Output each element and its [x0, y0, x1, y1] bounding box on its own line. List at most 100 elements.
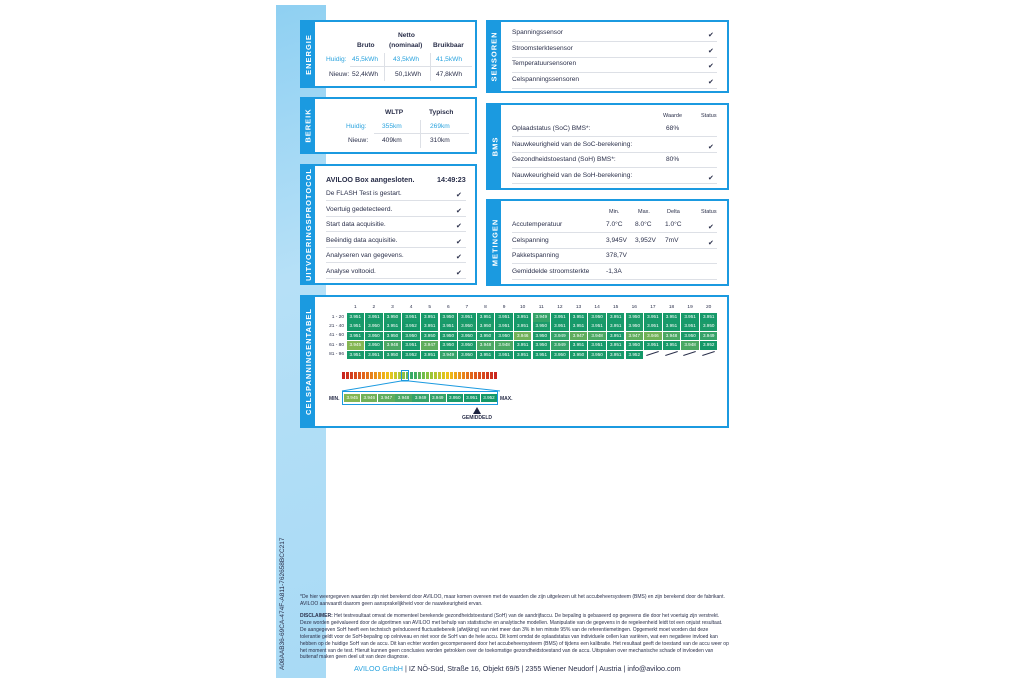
check-icon: ✔	[456, 238, 462, 246]
average-label: GEMIDDELD	[462, 415, 492, 421]
cell-voltage: 3.950	[699, 322, 718, 331]
scale-cell: 3.945	[344, 393, 361, 403]
cell-voltage: 3.951	[495, 322, 513, 331]
metingen-panel: METINGEN Min. Max. Delta Status Accutemp…	[486, 199, 729, 286]
column-header: 1	[353, 305, 357, 310]
cell-voltage: 3.951	[365, 350, 383, 360]
divider	[512, 182, 717, 184]
cell-voltage: 3.949	[532, 313, 551, 322]
cell-voltage: 3.950	[569, 350, 588, 360]
cell-voltage: 3.948	[476, 341, 495, 350]
col-status: Status	[701, 209, 717, 215]
row-label: 1 - 20	[331, 314, 344, 320]
document-id: A08AAB36-69CA-474F-A811-762658BCC217	[279, 537, 286, 671]
value: 47,8kWh	[436, 71, 463, 78]
protocol-step: Analyse voltooid.	[326, 267, 376, 275]
cell-voltage: 3.950	[458, 322, 476, 331]
divider	[512, 41, 717, 42]
measurement-value: 1.0°C	[665, 221, 682, 228]
column-header: 20	[706, 305, 712, 310]
cell-voltage: 3.951	[420, 350, 439, 360]
row-label: 61 - 80	[329, 342, 344, 348]
cell-voltage: 3.950	[476, 322, 495, 331]
disclaimer-text: Het testresultaat omvat de momenteel ber…	[300, 613, 729, 661]
cell-voltage: 3.950	[588, 350, 606, 360]
sensoren-label: SENSOREN	[490, 31, 499, 82]
scale-cell: 3.949	[429, 393, 446, 403]
protocol-step: De FLASH Test is gestart.	[326, 190, 402, 197]
column-header: 6	[446, 305, 450, 310]
col-wltp: WLTP	[385, 109, 404, 116]
column-header: 9	[502, 305, 506, 310]
divider	[512, 167, 717, 168]
divider	[512, 72, 717, 73]
cell-voltage: 3.951	[606, 350, 625, 360]
cell-voltage: 3.951	[569, 313, 588, 322]
cell-voltage: 3.950	[458, 341, 476, 350]
empty-cell-slash	[702, 350, 715, 356]
cell-voltage: 3.951	[588, 322, 606, 331]
check-icon: ✔	[708, 63, 714, 70]
scale-cell: 3.952	[480, 393, 498, 403]
cell-voltage: 3.950	[476, 331, 495, 341]
bms-row-label: Gezondheidstoestand (SoH) BMS*:	[512, 156, 616, 163]
sensor-item: Temperatuursensoren	[512, 60, 577, 67]
divider	[326, 246, 466, 248]
check-icon: ✔	[708, 224, 714, 231]
average-marker-icon	[473, 407, 481, 414]
measurement-label: Gemiddelde stroomsterkte	[512, 267, 590, 275]
protocol-title: AVILOO Box aangesloten.	[326, 175, 415, 184]
check-icon: ✔	[708, 47, 714, 55]
cell-voltage: 3.951	[513, 322, 532, 331]
divider	[512, 136, 717, 137]
bms-row-label: Oplaadstatus (SoC) BMS*:	[512, 125, 591, 132]
column-header: 8	[484, 305, 487, 310]
check-icon: ✔	[708, 239, 714, 247]
cell-voltage: 3.950	[420, 331, 439, 341]
column-header: 2	[372, 305, 376, 310]
value: 41,5kWh	[436, 56, 463, 63]
cell-voltage: 3.951	[346, 313, 365, 322]
energie-label: ENERGIE	[304, 33, 314, 75]
scale-cell: 3.951	[463, 393, 481, 403]
cell-voltage: 3.950	[439, 331, 458, 341]
row-label: 81 - 96	[329, 352, 344, 358]
cell-voltage: 3.951	[606, 331, 625, 341]
cell-voltage: 3.948	[495, 341, 513, 350]
cell-voltage: 3.951	[606, 341, 625, 350]
value: 355km	[382, 123, 402, 130]
row-label: Huidig:	[326, 56, 347, 63]
check-icon: ✔	[708, 32, 714, 39]
cell-voltage: 3.948	[662, 331, 681, 341]
footnote: *De hier weergegeven waarden zijn niet b…	[300, 594, 725, 607]
cell-voltage: 3.951	[346, 331, 365, 341]
cell-voltage: 3.950	[439, 313, 458, 322]
column-header: 10	[520, 305, 526, 310]
cell-voltage: 3.951	[439, 322, 458, 331]
col-delta: Delta	[667, 209, 680, 215]
cell-voltage: 3.950	[532, 341, 551, 350]
divider	[512, 247, 717, 249]
cell-voltage: 3.951	[402, 341, 420, 350]
company-name: AVILOO GmbH	[354, 664, 403, 673]
metingen-label: METINGEN	[490, 218, 499, 267]
cell-voltage: 3.951	[513, 313, 532, 322]
column-header: 18	[668, 305, 675, 310]
value: 50,1kWh	[395, 71, 422, 78]
empty-cell-slash	[664, 350, 678, 356]
cell-voltage: 3.949	[551, 331, 569, 341]
cell-voltage: 3.951	[681, 322, 699, 331]
scale-cell: 3.946	[361, 393, 378, 403]
divider	[326, 231, 466, 232]
cell-voltage: 3.951	[420, 322, 439, 331]
sensoren-panel: SENSOREN Spanningssensor ✔ Stroomsterktese…	[486, 20, 729, 93]
check-icon: ✔	[456, 207, 462, 215]
check-icon: ✔	[456, 269, 462, 277]
cell-voltage: 3.950	[625, 313, 644, 322]
cell-voltage: 3.946	[644, 331, 662, 341]
cell-voltage: 3.951	[383, 322, 402, 331]
column-header: 3	[391, 305, 394, 310]
divider	[512, 56, 717, 58]
divider	[326, 215, 466, 217]
row-label: Huidig:	[346, 123, 367, 130]
